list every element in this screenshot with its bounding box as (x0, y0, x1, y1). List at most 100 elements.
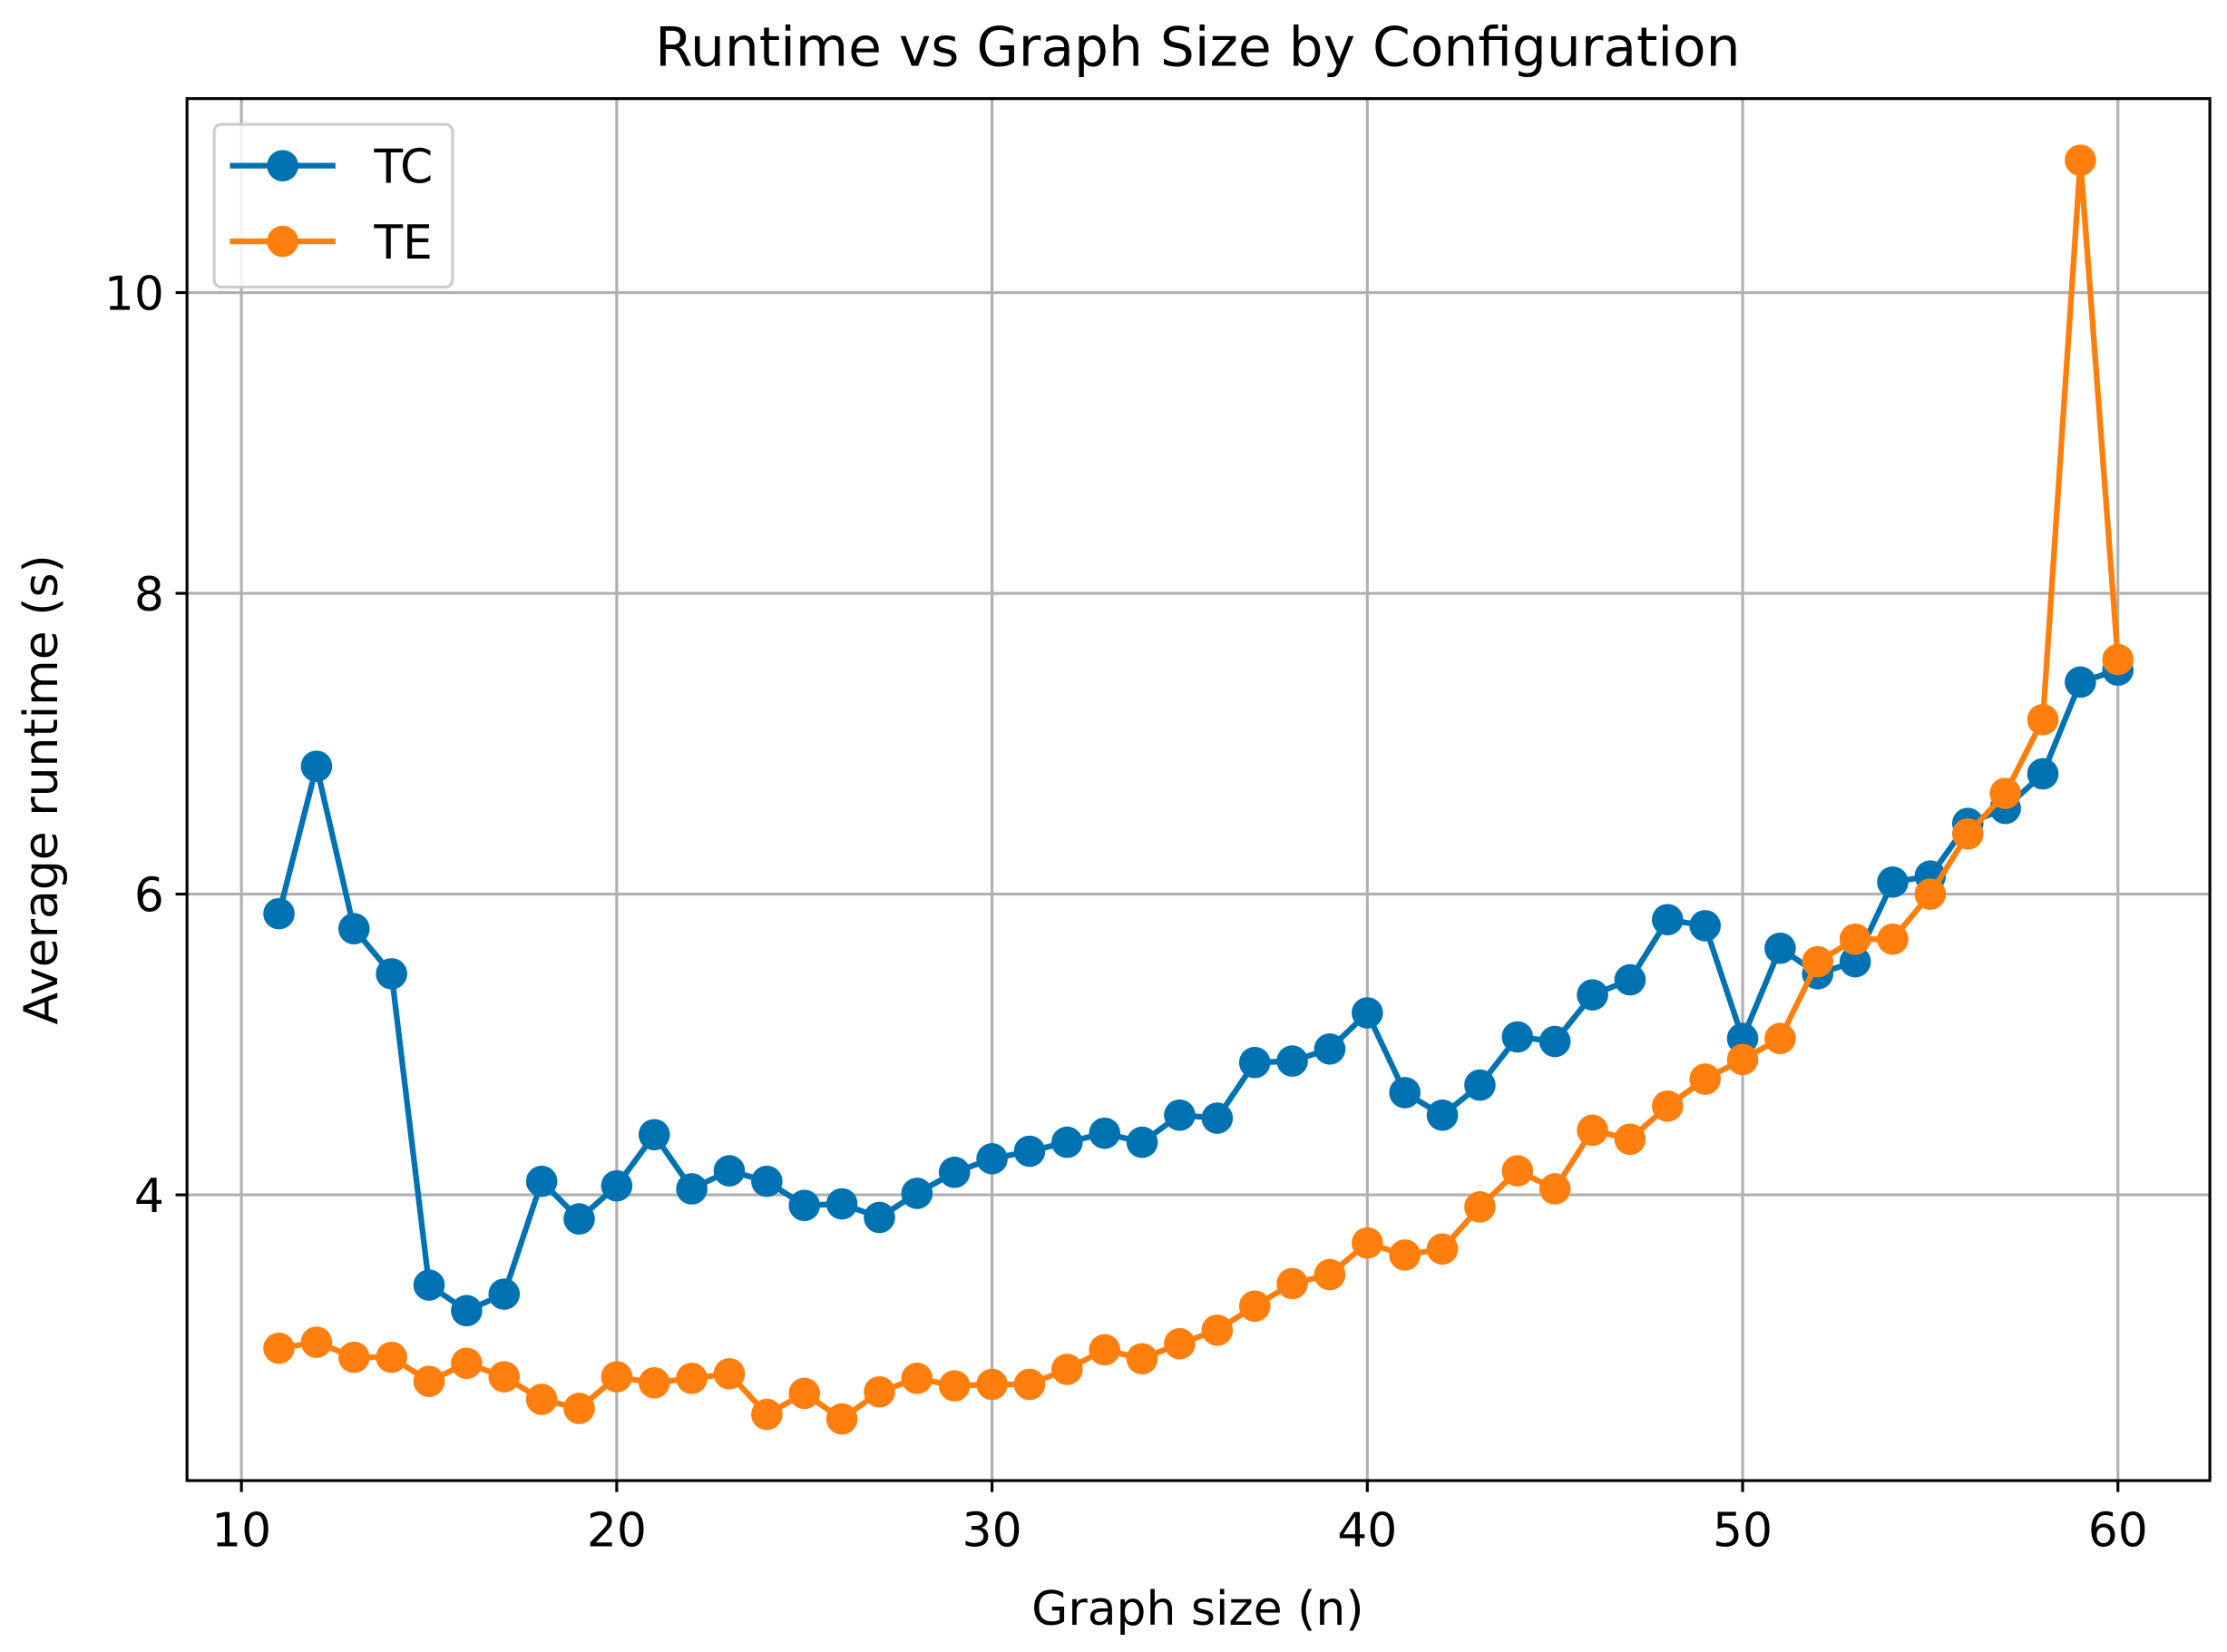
data-point-tc (1013, 1135, 1046, 1168)
legend-label-tc: TC (373, 141, 433, 195)
y-tick-label: 10 (104, 267, 164, 321)
legend-marker-te (267, 225, 298, 258)
y-axis-label: Average runtime (s) (15, 554, 69, 1024)
data-point-te (1352, 1227, 1383, 1259)
x-tick-label: 10 (211, 1503, 271, 1558)
data-point-tc (1501, 1021, 1534, 1053)
data-point-tc (2027, 758, 2059, 790)
y-tick-label: 8 (134, 568, 164, 622)
data-point-te (1951, 817, 1984, 850)
data-point-tc (488, 1278, 521, 1310)
data-point-te (1201, 1314, 1234, 1346)
data-point-tc (1764, 932, 1796, 964)
data-point-te (1164, 1327, 1196, 1360)
data-point-te (1238, 1290, 1271, 1323)
legend-label-te: TE (373, 216, 433, 270)
data-point-te (1802, 945, 1834, 978)
data-point-te (337, 1341, 370, 1373)
data-point-te (938, 1370, 971, 1402)
data-point-tc (976, 1143, 1008, 1175)
legend: TC TE (212, 122, 454, 288)
data-point-te (864, 1375, 895, 1408)
data-point-tc (376, 958, 407, 990)
data-point-tc (1352, 997, 1383, 1029)
data-point-tc (263, 897, 295, 930)
data-point-te (901, 1363, 933, 1394)
data-point-te (1276, 1267, 1308, 1300)
legend-marker-tc (267, 150, 298, 181)
data-point-te (1577, 1114, 1608, 1147)
data-point-tc (1651, 904, 1684, 936)
data-point-te (1689, 1063, 1721, 1095)
data-point-tc (451, 1295, 483, 1327)
data-point-tc (1614, 963, 1646, 996)
series-line-te (278, 157, 2121, 1422)
data-point-te (713, 1358, 746, 1390)
data-point-te (1089, 1334, 1121, 1366)
data-point-te (2027, 703, 2059, 736)
data-point-te (825, 1403, 858, 1435)
data-point-te (1126, 1343, 1158, 1375)
grid (187, 98, 2211, 1481)
data-point-te (1464, 1191, 1496, 1223)
data-point-tc (1238, 1046, 1271, 1079)
data-point-tc (1426, 1099, 1459, 1131)
data-point-tc (1389, 1077, 1421, 1109)
data-point-te (2102, 643, 2134, 676)
data-point-tc (601, 1169, 633, 1202)
data-point-te (525, 1383, 558, 1415)
plot-frame (185, 97, 2212, 1482)
data-point-te (1651, 1090, 1684, 1122)
data-point-te (1013, 1368, 1046, 1401)
data-point-te (2065, 144, 2096, 176)
data-point-tc (300, 750, 333, 782)
data-point-tc (1126, 1126, 1158, 1158)
data-point-te (1614, 1123, 1646, 1156)
data-point-te (1051, 1354, 1083, 1385)
data-point-te (300, 1326, 333, 1358)
data-point-tc (938, 1156, 971, 1188)
data-point-te (488, 1361, 521, 1393)
data-point-te (1839, 923, 1871, 955)
data-point-tc (337, 913, 370, 945)
data-point-te (1764, 1022, 1796, 1055)
data-point-te (751, 1398, 783, 1431)
data-point-te (676, 1363, 708, 1394)
data-point-tc (1464, 1069, 1496, 1101)
data-point-tc (1538, 1025, 1571, 1058)
y-tick-label: 6 (134, 868, 164, 923)
data-point-te (263, 1332, 295, 1364)
data-point-tc (563, 1203, 595, 1235)
data-point-te (1501, 1155, 1534, 1187)
data-point-tc (676, 1173, 708, 1205)
data-point-te (1914, 878, 1947, 910)
data-point-te (413, 1365, 445, 1397)
data-point-te (1989, 777, 2021, 809)
x-axis-label: Graph size (n) (1031, 1582, 1363, 1637)
x-tick-label: 30 (962, 1503, 1022, 1558)
data-point-tc (864, 1201, 895, 1234)
data-point-te (376, 1341, 407, 1373)
data-point-tc (901, 1178, 933, 1209)
data-point-tc (825, 1188, 858, 1220)
data-point-te (638, 1366, 670, 1399)
data-point-te (1538, 1173, 1571, 1205)
data-point-tc (1839, 945, 1871, 978)
series-line-tc (276, 667, 2119, 1314)
data-point-te (1389, 1239, 1421, 1271)
data-point-tc (1276, 1045, 1308, 1077)
data-point-tc (525, 1165, 558, 1197)
x-tick-label: 20 (587, 1503, 647, 1558)
data-point-tc (788, 1189, 821, 1222)
data-point-te (976, 1368, 1008, 1401)
data-point-te (788, 1377, 821, 1410)
data-point-tc (413, 1269, 445, 1301)
y-tick-label: 4 (134, 1169, 164, 1224)
data-point-tc (1201, 1102, 1234, 1134)
data-point-tc (2065, 666, 2096, 699)
data-point-te (451, 1347, 483, 1380)
data-point-te (563, 1393, 595, 1424)
chart-title: Runtime vs Graph Size by Configuration (655, 15, 1740, 79)
series-layer (263, 144, 2134, 1435)
